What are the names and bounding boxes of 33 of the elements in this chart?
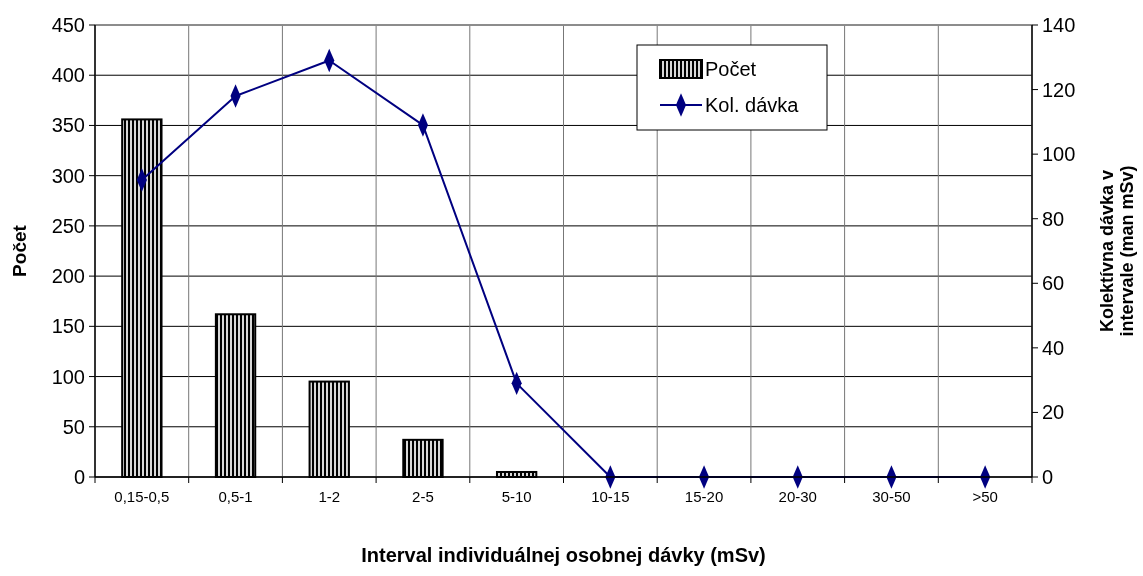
- x-tick-label: 2-5: [412, 488, 434, 505]
- y-tick-label: 300: [51, 164, 85, 187]
- y2-tick-label: 80: [1042, 207, 1065, 230]
- y2-tick-label: 140: [1042, 14, 1076, 36]
- y2-tick-label: 40: [1042, 336, 1065, 359]
- y2-tick-label: 20: [1042, 401, 1065, 424]
- y-tick-label: 200: [51, 265, 85, 288]
- y-tick-label: 0: [73, 466, 85, 488]
- x-tick-label: 0,5-1: [218, 488, 253, 505]
- y-tick-label: 350: [51, 114, 85, 137]
- x-tick-label: 10-15: [591, 488, 630, 505]
- x-tick-label: 30-50: [872, 488, 911, 505]
- x-tick-label: 0,15-0,5: [114, 488, 170, 505]
- y2-axis-title: Kolektívna dávka v intervale (man mSv): [1097, 165, 1137, 337]
- y2-tick-label: 120: [1042, 78, 1076, 101]
- y-tick-label: 50: [62, 415, 85, 438]
- y-tick-label: 250: [51, 214, 85, 237]
- y2-tick-label: 0: [1042, 466, 1054, 488]
- y2-tick-label: 60: [1042, 272, 1065, 295]
- x-tick-label: >50: [972, 488, 998, 505]
- x-tick-label: 20-30: [778, 488, 817, 505]
- x-axis-title: Interval individuálnej osobnej dávky (mSv): [361, 544, 766, 566]
- y-axis-title: Počet: [9, 224, 30, 277]
- y-tick-label: 400: [51, 64, 85, 87]
- x-tick-label: 15-20: [684, 488, 724, 505]
- x-tick-label: 1-2: [318, 488, 341, 505]
- y-tick-label: 100: [51, 365, 85, 388]
- y-tick-label: 450: [51, 14, 85, 36]
- y2-tick-label: 100: [1042, 143, 1076, 166]
- legend-label: Kol. dávka: [705, 94, 800, 116]
- y-tick-label: 150: [51, 315, 85, 338]
- x-tick-label: 5-10: [501, 488, 532, 505]
- legend-label: Počet: [705, 58, 757, 80]
